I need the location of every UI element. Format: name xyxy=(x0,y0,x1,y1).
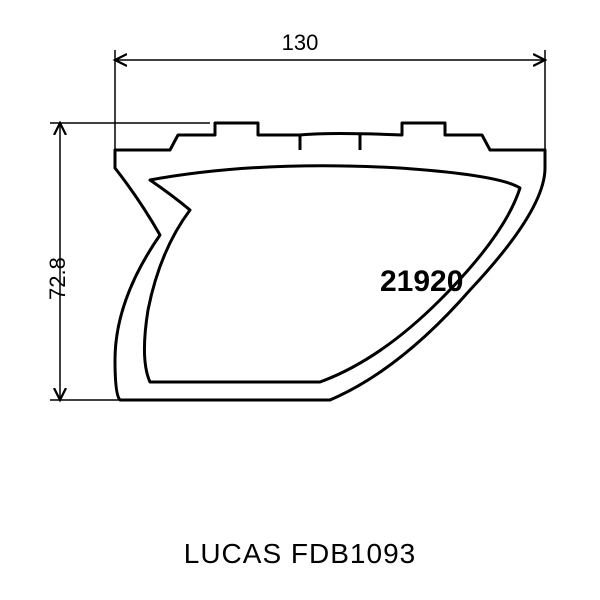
caption: LUCAS FDB1093 xyxy=(0,538,600,570)
stamp-code: 21920 xyxy=(380,265,463,299)
pad-outline xyxy=(115,123,545,400)
brand-label: LUCAS xyxy=(184,538,282,569)
dim-height xyxy=(50,123,210,400)
dim-width-label: 130 xyxy=(282,30,319,56)
dim-height-label: 72.8 xyxy=(45,257,71,300)
part-number-label: FDB1093 xyxy=(291,538,416,569)
brake-pad-diagram xyxy=(0,0,600,600)
